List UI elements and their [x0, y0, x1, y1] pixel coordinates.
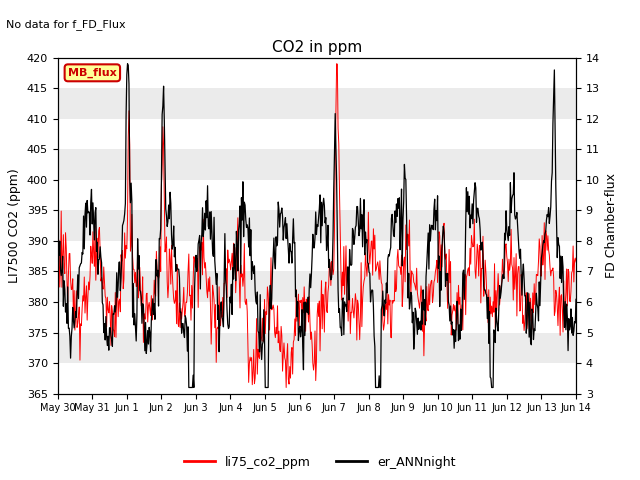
Bar — [58, 302, 576, 333]
Bar — [58, 119, 576, 149]
Y-axis label: FD Chamber-flux: FD Chamber-flux — [605, 173, 618, 278]
Bar — [58, 241, 576, 271]
Legend: li75_co2_ppm, er_ANNnight: li75_co2_ppm, er_ANNnight — [179, 451, 461, 474]
Y-axis label: LI7500 CO2 (ppm): LI7500 CO2 (ppm) — [8, 168, 21, 283]
Bar — [58, 58, 576, 88]
Bar — [58, 180, 576, 210]
Bar — [58, 363, 576, 394]
Title: CO2 in ppm: CO2 in ppm — [271, 40, 362, 55]
Text: No data for f_FD_Flux: No data for f_FD_Flux — [6, 19, 126, 30]
Text: MB_flux: MB_flux — [68, 68, 116, 78]
